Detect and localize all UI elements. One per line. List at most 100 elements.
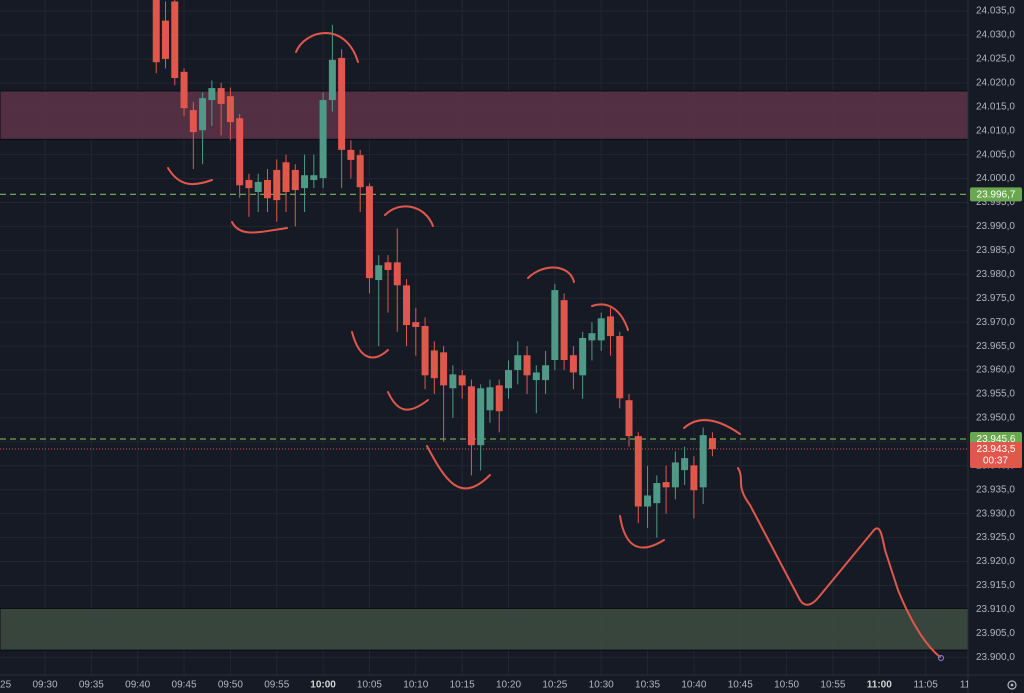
- y-tick-label: 23.955,0: [976, 389, 1015, 400]
- candle-body: [310, 175, 318, 180]
- x-tick-label: 11:10: [960, 680, 985, 691]
- candle-body: [681, 458, 689, 471]
- y-tick-label: 23.985,0: [976, 245, 1015, 256]
- candle-body: [690, 465, 698, 491]
- zone: [0, 90, 968, 140]
- candle-body: [662, 482, 670, 488]
- drawing: [426, 445, 491, 490]
- y-tick-label: 23.905,0: [976, 628, 1015, 639]
- price-label: 23.996,7: [977, 190, 1016, 201]
- x-tick-label: 10:10: [403, 680, 428, 691]
- x-tick-label: 10:30: [589, 680, 614, 691]
- candle-body: [625, 400, 633, 437]
- candle-body: [449, 374, 457, 389]
- y-tick-label: 24.030,0: [976, 30, 1015, 41]
- candle-body: [430, 350, 438, 379]
- candle-body: [384, 262, 392, 270]
- drawing: [351, 331, 389, 359]
- settings-icon-dot[interactable]: [1010, 683, 1014, 687]
- x-tick-label: 09:55: [264, 680, 289, 691]
- candle-body: [477, 388, 485, 446]
- y-tick-label: 23.995,0: [976, 197, 1015, 208]
- drawing: [737, 467, 941, 658]
- x-tick-label: 10:00: [310, 680, 336, 691]
- candle-body: [588, 333, 596, 341]
- candle-body: [365, 186, 373, 279]
- candle-body: [393, 262, 401, 286]
- y-tick-label: 23.920,0: [976, 556, 1015, 567]
- candle-body: [347, 149, 355, 160]
- candle-body: [634, 436, 642, 507]
- y-tick-label: 23.960,0: [976, 365, 1015, 376]
- zone: [0, 607, 968, 651]
- candle-body: [708, 438, 716, 450]
- candle-body: [467, 386, 475, 446]
- settings-icon[interactable]: [1007, 680, 1017, 690]
- candle-body: [245, 180, 253, 189]
- y-tick-label: 24.010,0: [976, 125, 1015, 136]
- x-tick-label: 10:05: [357, 680, 382, 691]
- candles: [152, 0, 716, 538]
- candle-body: [532, 372, 540, 381]
- candle-body: [208, 88, 216, 101]
- y-tick-label: 24.005,0: [976, 149, 1015, 160]
- candle-body: [579, 337, 587, 376]
- candle-body: [560, 300, 568, 360]
- candle-body: [505, 370, 512, 389]
- price-label-box: [970, 187, 1022, 202]
- candle-body: [199, 98, 207, 131]
- candle-body: [644, 495, 652, 507]
- y-tick-label: 23.990,0: [976, 221, 1015, 232]
- price-axis: [968, 0, 1024, 693]
- y-tick-label: 23.915,0: [976, 580, 1015, 591]
- countdown: 00:37: [983, 456, 1008, 467]
- candle-body: [551, 290, 559, 360]
- grid: [0, 0, 973, 675]
- drawing: [387, 391, 429, 411]
- candle-body: [597, 318, 605, 341]
- x-tick-label: 10:55: [820, 680, 845, 691]
- x-tick-label: 11:00: [867, 680, 892, 691]
- drawing: [591, 303, 629, 331]
- y-tick-label: 23.970,0: [976, 317, 1015, 328]
- candle-body: [412, 322, 420, 327]
- y-tick-label: 23.975,0: [976, 293, 1015, 304]
- y-tick-label: 23.925,0: [976, 532, 1015, 543]
- y-tick-label: 24.035,0: [976, 6, 1015, 17]
- axes: 24.035,0 24.030,0 24.025,0 24.020,0 24.015,0…: [0, 6, 1022, 691]
- candle-body: [291, 169, 299, 191]
- y-tick-label: 23.900,0: [976, 652, 1015, 663]
- candle-body: [653, 483, 661, 504]
- candle-body: [356, 155, 364, 188]
- candle-body: [375, 265, 383, 281]
- y-tick-label: 23.935,0: [976, 484, 1015, 495]
- x-tick-label: 10:45: [728, 680, 753, 691]
- candle-body: [495, 385, 503, 412]
- drawing: [167, 167, 213, 186]
- candle-body: [699, 435, 707, 488]
- candle-body: [486, 387, 494, 411]
- candle-body: [319, 100, 327, 179]
- candle-body: [569, 355, 577, 373]
- x-tick-label: 09:25: [0, 680, 12, 691]
- y-tick-label: 23.980,0: [976, 269, 1015, 280]
- x-tick-label: 10:20: [496, 680, 521, 691]
- candle-body: [542, 365, 550, 381]
- candle-body: [273, 169, 281, 201]
- candle-body: [282, 162, 290, 192]
- candle-body: [171, 1, 179, 79]
- candle-body: [616, 336, 624, 399]
- x-tick-label: 09:35: [79, 680, 104, 691]
- candle-body: [180, 71, 188, 109]
- candle-body: [421, 326, 429, 376]
- x-tick-label: 09:45: [172, 680, 197, 691]
- candle-body: [338, 57, 346, 150]
- settings-icon[interactable]: [1007, 680, 1017, 690]
- y-tick-label: 23.910,0: [976, 604, 1015, 615]
- candle-body: [301, 175, 309, 189]
- y-tick-label: 23.930,0: [976, 508, 1015, 519]
- price-label: 23.945,6: [977, 434, 1016, 445]
- y-tick-label: 24.000,0: [976, 173, 1015, 184]
